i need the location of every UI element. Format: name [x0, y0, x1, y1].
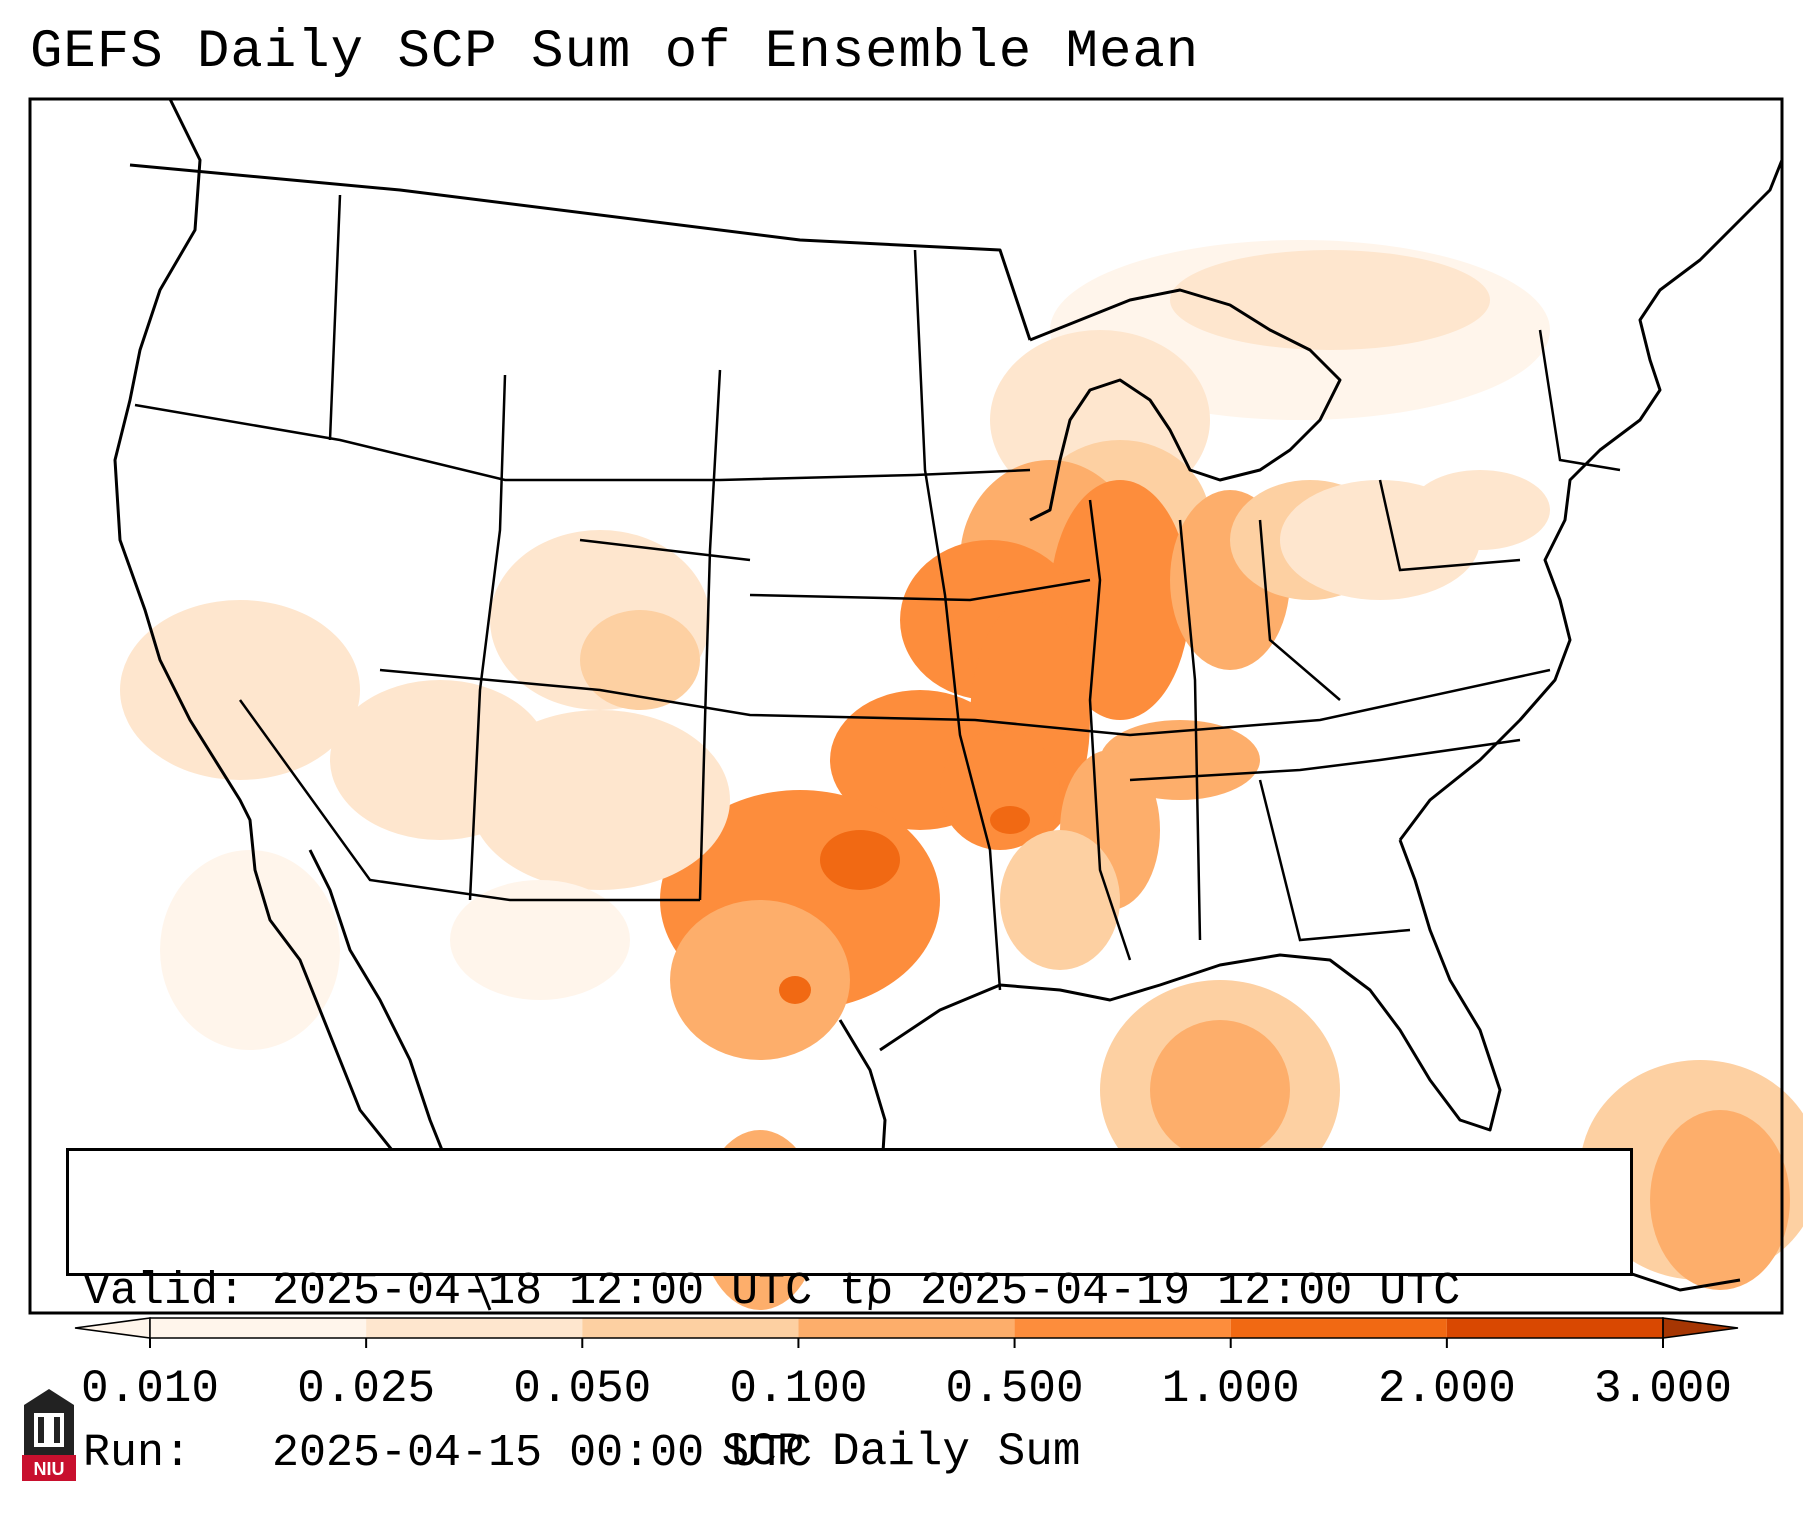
- west-coast: [113, 98, 492, 1311]
- scp-shade-region: [820, 830, 900, 890]
- colorbar-tick-label: 0.100: [729, 1363, 868, 1415]
- colorbar-tick-label: 0.500: [945, 1363, 1084, 1415]
- canada-border: [129, 163, 1032, 341]
- colorbar-tick-label: 2.000: [1377, 1363, 1516, 1415]
- colorbar-label: SCP Daily Sum: [721, 1426, 1081, 1478]
- colorbar-segment: [366, 1318, 583, 1338]
- scp-shade-region: [670, 900, 850, 1060]
- scp-shade-region: [1170, 250, 1490, 350]
- great-lakes-shore: [1029, 288, 1342, 522]
- colorbar-frame: [149, 1317, 1664, 1339]
- chart-title: GEFS Daily SCP Sum of Ensemble Mean: [30, 22, 1200, 83]
- colorbar-segment: [1446, 1318, 1663, 1338]
- scp-shade-region: [580, 610, 700, 710]
- valid-run-info: Valid: 2025-04-18 12:00 UTC to 2025-04-1…: [66, 1148, 1633, 1479]
- colorbar-extend-high: [1662, 1317, 1739, 1339]
- colorbar-segment: [1014, 1318, 1231, 1338]
- baja: [308, 849, 452, 1171]
- scp-shade-region: [470, 710, 730, 890]
- scp-shade-region: [1050, 480, 1190, 720]
- logo-text: NIU: [34, 1459, 65, 1479]
- colorbar-segment: [582, 1318, 799, 1338]
- colorbar-segment: [798, 1318, 1015, 1338]
- colorbar-tick-label: 0.025: [297, 1363, 436, 1415]
- niu-logo: NIU: [22, 1389, 76, 1481]
- map-frame: [28, 97, 1784, 1315]
- colorbar-segment: [1230, 1318, 1447, 1338]
- colorbar-tick-label: 1.000: [1161, 1363, 1300, 1415]
- map-panel: [28, 97, 1803, 1315]
- scp-shade-region: [990, 806, 1030, 834]
- scp-shade-region: [779, 976, 811, 1004]
- colorbar-segments: [74, 1317, 1739, 1339]
- scp-shade-region: [450, 880, 630, 1000]
- colorbar-segment: [150, 1318, 367, 1338]
- scp-shade-region: [120, 600, 360, 780]
- gulf-coast: [879, 839, 1502, 1132]
- state-lines: [134, 194, 1621, 991]
- valid-time-text: Valid: 2025-04-18 12:00 UTC to 2025-04-1…: [83, 1266, 1461, 1317]
- scp-shade-region: [1150, 1020, 1290, 1160]
- scp-shade-region: [1000, 830, 1120, 970]
- colorbar-ticks: [149, 1338, 1664, 1348]
- run-time-text: Run: 2025-04-15 00:00 UTC: [83, 1428, 813, 1479]
- scp-shade-region: [160, 850, 340, 1050]
- scp-shade-region: [1650, 1110, 1790, 1290]
- colorbar-extend-low: [74, 1317, 151, 1339]
- colorbar-tick-label: 0.010: [80, 1363, 220, 1415]
- scp-shade-region: [1410, 470, 1550, 550]
- colorbar: [74, 1317, 1739, 1348]
- colorbar-tick-label: 3.000: [1593, 1363, 1733, 1415]
- colorbar-tick-label: 0.050: [513, 1363, 652, 1415]
